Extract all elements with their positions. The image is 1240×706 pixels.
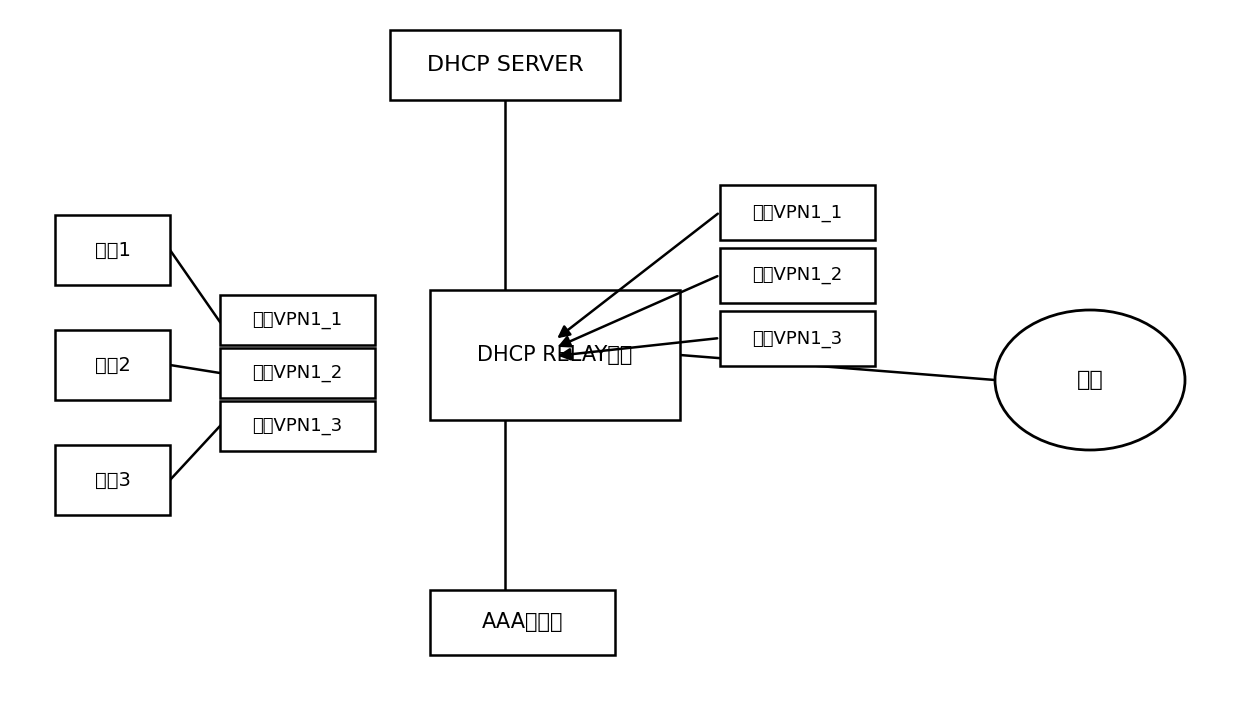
Bar <box>219 348 374 398</box>
Text: 用户2: 用户2 <box>94 356 130 374</box>
Bar <box>720 185 875 240</box>
Text: 外网: 外网 <box>1076 370 1104 390</box>
Bar <box>430 590 615 655</box>
Text: 用户3: 用户3 <box>94 470 130 489</box>
Text: 绑定VPN1_1: 绑定VPN1_1 <box>253 311 342 329</box>
Bar <box>55 330 170 400</box>
Text: 绑定VPN1_2: 绑定VPN1_2 <box>753 266 843 285</box>
Bar <box>55 215 170 285</box>
Text: 绑定VPN1_2: 绑定VPN1_2 <box>253 364 342 382</box>
Bar <box>430 290 680 420</box>
Bar <box>391 30 620 100</box>
Text: AAA服务器: AAA服务器 <box>482 613 563 633</box>
Bar <box>720 311 875 366</box>
Bar <box>219 295 374 345</box>
Text: DHCP RELAY设备: DHCP RELAY设备 <box>477 345 632 365</box>
Text: 绑定VPN1_1: 绑定VPN1_1 <box>753 203 842 222</box>
Text: 用户1: 用户1 <box>94 241 130 260</box>
Text: 绑定VPN1_3: 绑定VPN1_3 <box>753 330 843 347</box>
Bar <box>55 445 170 515</box>
Bar <box>720 248 875 303</box>
Bar <box>219 401 374 451</box>
Ellipse shape <box>994 310 1185 450</box>
Text: DHCP SERVER: DHCP SERVER <box>427 55 583 75</box>
Text: 绑定VPN1_3: 绑定VPN1_3 <box>253 417 342 435</box>
